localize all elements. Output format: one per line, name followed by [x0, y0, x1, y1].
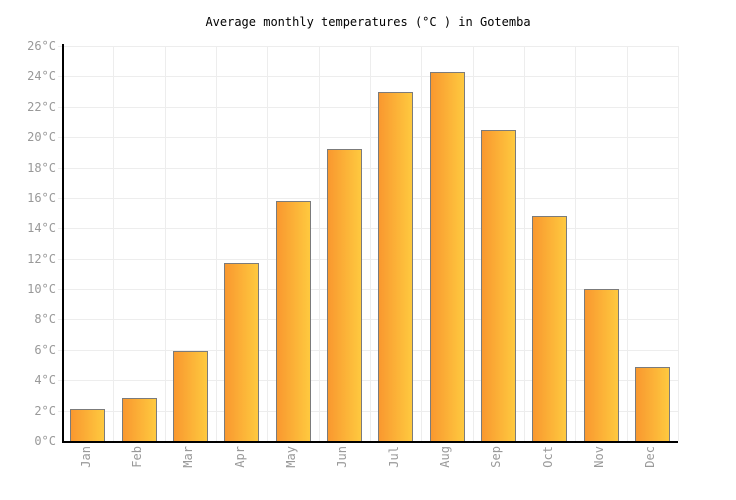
h-gridline: [58, 289, 678, 290]
h-gridline: [58, 168, 678, 169]
y-axis-label: 18°C: [27, 161, 56, 175]
v-gridline: [216, 46, 217, 441]
y-axis-label: 24°C: [27, 69, 56, 83]
x-axis-label: Jan: [79, 446, 93, 468]
x-axis-line: [62, 441, 678, 443]
y-axis-label: 20°C: [27, 130, 56, 144]
h-gridline: [58, 350, 678, 351]
x-axis-label: Aug: [438, 446, 452, 468]
v-gridline: [627, 46, 628, 441]
bar-apr: [224, 263, 259, 442]
chart-title: Average monthly temperatures (°C ) in Go…: [205, 15, 531, 29]
h-gridline: [58, 107, 678, 108]
bar-oct: [532, 216, 567, 442]
x-axis-label: May: [284, 446, 298, 468]
v-gridline: [524, 46, 525, 441]
h-gridline: [58, 411, 678, 412]
bar-aug: [430, 72, 465, 442]
bar-may: [276, 201, 311, 442]
y-axis-label: 26°C: [27, 39, 56, 53]
v-gridline: [575, 46, 576, 441]
v-gridline: [421, 46, 422, 441]
v-gridline: [473, 46, 474, 441]
x-axis-label: Dec: [643, 446, 657, 468]
x-axis-label: Jun: [335, 446, 349, 468]
h-gridline: [58, 380, 678, 381]
y-axis-label: 10°C: [27, 282, 56, 296]
v-gridline: [165, 46, 166, 441]
h-gridline: [58, 76, 678, 77]
h-gridline: [58, 259, 678, 260]
v-gridline: [267, 46, 268, 441]
y-axis-label: 6°C: [34, 343, 56, 357]
bar-dec: [635, 367, 670, 442]
y-axis-label: 8°C: [34, 312, 56, 326]
y-axis-label: 12°C: [27, 252, 56, 266]
x-axis-label: Oct: [541, 446, 555, 468]
y-axis-label: 14°C: [27, 221, 56, 235]
y-axis-label: 0°C: [34, 434, 56, 448]
h-gridline: [58, 319, 678, 320]
v-gridline: [113, 46, 114, 441]
x-axis-label: Jul: [387, 446, 401, 468]
y-axis-label: 2°C: [34, 404, 56, 418]
y-axis-line: [62, 44, 64, 443]
x-axis-label: Mar: [181, 446, 195, 468]
y-axis-label: 22°C: [27, 100, 56, 114]
x-axis-label: Feb: [130, 446, 144, 468]
v-gridline: [319, 46, 320, 441]
bar-sep: [481, 130, 516, 442]
x-axis-label: Apr: [233, 446, 247, 468]
bar-mar: [173, 351, 208, 442]
y-axis-label: 16°C: [27, 191, 56, 205]
h-gridline: [58, 137, 678, 138]
x-axis-label: Nov: [592, 446, 606, 468]
v-gridline: [370, 46, 371, 441]
bar-jan: [70, 409, 105, 442]
bar-jul: [378, 92, 413, 442]
h-gridline: [58, 46, 678, 47]
x-axis-label: Sep: [489, 446, 503, 468]
h-gridline: [58, 228, 678, 229]
v-gridline: [678, 46, 679, 441]
h-gridline: [58, 198, 678, 199]
bar-nov: [584, 289, 619, 442]
y-axis-label: 4°C: [34, 373, 56, 387]
bar-feb: [122, 398, 157, 442]
bar-jun: [327, 149, 362, 442]
